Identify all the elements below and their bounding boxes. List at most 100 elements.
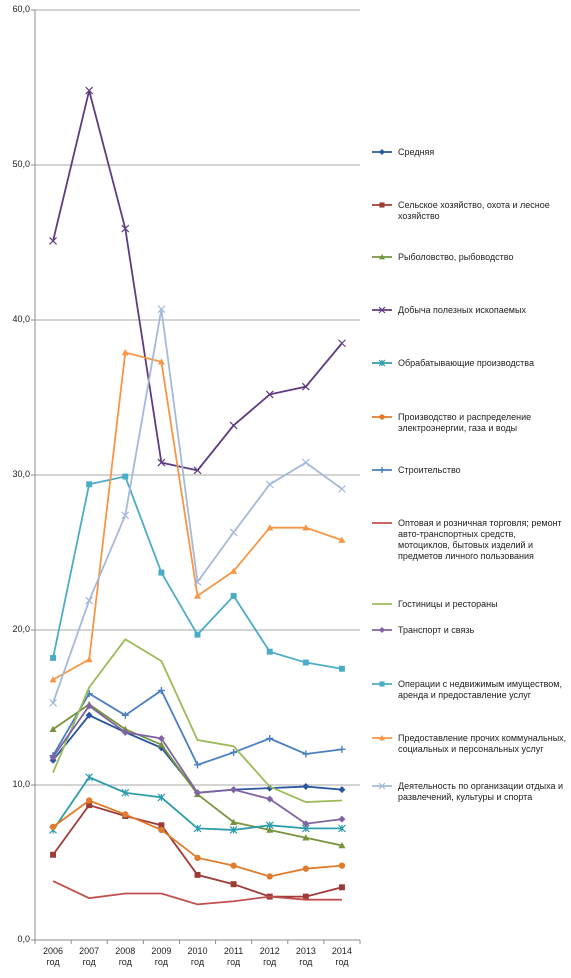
marker bbox=[338, 862, 346, 869]
series-line bbox=[52, 90, 343, 472]
marker bbox=[122, 811, 129, 818]
legend-label: Добыча полезных ископаемых bbox=[398, 305, 526, 315]
legend-label: Строительство bbox=[398, 465, 461, 475]
marker bbox=[86, 802, 93, 809]
marker bbox=[157, 458, 166, 467]
marker bbox=[338, 485, 346, 493]
marker bbox=[338, 339, 346, 348]
y-tick-label: 20,0 bbox=[12, 624, 30, 634]
series-line bbox=[52, 880, 342, 906]
marker bbox=[266, 648, 273, 655]
marker bbox=[49, 753, 57, 761]
marker bbox=[302, 865, 309, 872]
marker bbox=[229, 421, 238, 430]
y-tick-label: 60,0 bbox=[12, 4, 30, 14]
series bbox=[49, 702, 346, 828]
series-line bbox=[52, 351, 343, 681]
marker bbox=[302, 524, 310, 531]
series bbox=[49, 797, 346, 880]
x-tick-label: 2011 год bbox=[223, 946, 244, 967]
marker bbox=[49, 725, 57, 732]
legend-label: Оптовая и розничная торговля; ремонт авт… bbox=[398, 518, 562, 561]
y-tick-label: 0,0 bbox=[17, 934, 30, 944]
legend-label: Предоставление прочих коммунальных, соци… bbox=[398, 733, 567, 754]
marker bbox=[157, 735, 165, 742]
marker bbox=[193, 824, 202, 833]
series bbox=[50, 802, 345, 900]
x-tick-label: 2013 год bbox=[295, 946, 316, 967]
legend-marker bbox=[379, 735, 385, 741]
legend-marker bbox=[379, 149, 385, 155]
marker bbox=[49, 823, 57, 830]
marker bbox=[265, 821, 274, 830]
marker bbox=[266, 873, 273, 880]
series-line bbox=[52, 799, 343, 878]
marker bbox=[85, 596, 94, 605]
x-tick-label: 2006 год bbox=[43, 946, 64, 967]
legend-label: Производство и распределение электроэнер… bbox=[398, 412, 532, 433]
marker bbox=[85, 655, 93, 663]
marker bbox=[230, 567, 238, 574]
marker bbox=[50, 851, 57, 858]
marker bbox=[230, 862, 237, 869]
x-tick-label: 2007 год bbox=[79, 946, 100, 967]
marker bbox=[121, 511, 130, 520]
legend-label: Транспорт и связь bbox=[398, 625, 475, 635]
legend-label: Средняя bbox=[398, 147, 435, 157]
marker bbox=[302, 834, 310, 841]
series bbox=[49, 305, 346, 707]
marker bbox=[158, 569, 165, 576]
legend-marker bbox=[379, 627, 385, 633]
series-line bbox=[52, 638, 342, 803]
marker bbox=[302, 783, 310, 791]
legend-label: Рыболовство, рыбоводство bbox=[398, 252, 514, 262]
legend-marker bbox=[378, 782, 386, 790]
marker bbox=[121, 349, 129, 356]
marker bbox=[338, 745, 346, 753]
series bbox=[49, 86, 346, 475]
marker bbox=[338, 884, 345, 891]
legend-marker bbox=[379, 681, 385, 687]
marker bbox=[301, 382, 310, 391]
marker bbox=[266, 524, 274, 531]
legend-label: Обрабатывающие производства bbox=[398, 358, 534, 368]
marker bbox=[85, 711, 93, 719]
marker bbox=[338, 786, 346, 794]
marker bbox=[194, 631, 201, 638]
marker bbox=[266, 826, 274, 833]
series bbox=[49, 773, 346, 834]
marker bbox=[266, 735, 274, 742]
y-tick-label: 30,0 bbox=[12, 469, 30, 479]
marker bbox=[338, 536, 346, 543]
series bbox=[49, 686, 346, 769]
marker bbox=[193, 466, 202, 475]
x-tick-label: 2014 год bbox=[331, 946, 352, 967]
legend-marker bbox=[378, 306, 386, 314]
marker bbox=[302, 820, 310, 828]
marker bbox=[121, 224, 130, 233]
legend-label: Деятельность по организации отдыха и раз… bbox=[398, 781, 564, 802]
marker bbox=[121, 788, 130, 797]
marker bbox=[229, 528, 238, 537]
y-tick-label: 40,0 bbox=[12, 314, 30, 324]
marker bbox=[338, 824, 346, 833]
marker bbox=[302, 750, 310, 758]
y-tick-label: 10,0 bbox=[12, 779, 30, 789]
marker bbox=[193, 578, 202, 586]
marker bbox=[85, 86, 94, 95]
marker bbox=[230, 881, 237, 888]
marker bbox=[121, 711, 129, 719]
legend-marker bbox=[379, 202, 385, 208]
marker bbox=[85, 773, 94, 782]
marker bbox=[266, 795, 274, 803]
marker bbox=[49, 698, 57, 707]
marker bbox=[121, 728, 129, 736]
marker bbox=[230, 818, 238, 825]
series bbox=[49, 349, 346, 683]
marker bbox=[157, 358, 165, 365]
marker bbox=[122, 473, 129, 480]
marker bbox=[157, 793, 166, 802]
marker bbox=[302, 893, 309, 900]
